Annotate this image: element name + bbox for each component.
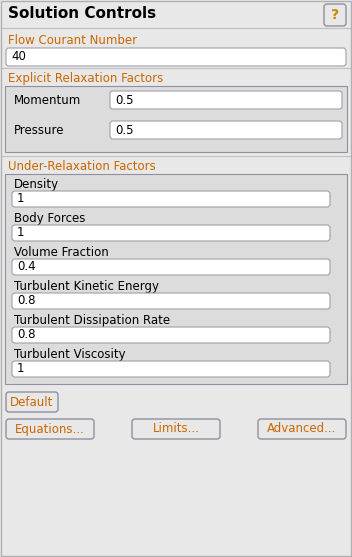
- FancyBboxPatch shape: [6, 419, 94, 439]
- Text: ?: ?: [331, 8, 339, 22]
- Text: Pressure: Pressure: [14, 124, 64, 136]
- Text: Explicit Relaxation Factors: Explicit Relaxation Factors: [8, 72, 163, 85]
- Text: Density: Density: [14, 178, 59, 191]
- FancyBboxPatch shape: [6, 48, 346, 66]
- Text: 0.4: 0.4: [17, 261, 36, 273]
- Text: Under-Relaxation Factors: Under-Relaxation Factors: [8, 160, 156, 173]
- Text: Advanced...: Advanced...: [267, 423, 337, 436]
- FancyBboxPatch shape: [12, 293, 330, 309]
- FancyBboxPatch shape: [12, 327, 330, 343]
- FancyBboxPatch shape: [12, 259, 330, 275]
- FancyBboxPatch shape: [110, 91, 342, 109]
- FancyBboxPatch shape: [6, 392, 58, 412]
- Text: Equations...: Equations...: [15, 423, 85, 436]
- Text: 0.8: 0.8: [17, 329, 36, 341]
- Text: 40: 40: [11, 51, 26, 63]
- FancyBboxPatch shape: [110, 121, 342, 139]
- Bar: [5, 174, 347, 384]
- Text: Body Forces: Body Forces: [14, 212, 86, 225]
- Text: 1: 1: [17, 227, 25, 240]
- Text: Solution Controls: Solution Controls: [8, 7, 156, 22]
- Text: Turbulent Viscosity: Turbulent Viscosity: [14, 348, 126, 361]
- Text: Volume Fraction: Volume Fraction: [14, 246, 109, 259]
- Text: Flow Courant Number: Flow Courant Number: [8, 34, 137, 47]
- Text: 0.8: 0.8: [17, 295, 36, 307]
- Text: Momentum: Momentum: [14, 94, 81, 106]
- FancyBboxPatch shape: [132, 419, 220, 439]
- FancyBboxPatch shape: [12, 361, 330, 377]
- FancyBboxPatch shape: [324, 4, 346, 26]
- FancyBboxPatch shape: [12, 225, 330, 241]
- Text: Turbulent Kinetic Energy: Turbulent Kinetic Energy: [14, 280, 159, 293]
- Bar: [5, 86, 347, 152]
- Text: 0.5: 0.5: [115, 94, 133, 106]
- Text: Limits...: Limits...: [152, 423, 200, 436]
- Text: 1: 1: [17, 193, 25, 206]
- FancyBboxPatch shape: [12, 191, 330, 207]
- Text: 0.5: 0.5: [115, 124, 133, 136]
- Text: 1: 1: [17, 363, 25, 375]
- Text: Default: Default: [10, 395, 54, 408]
- FancyBboxPatch shape: [258, 419, 346, 439]
- Text: Turbulent Dissipation Rate: Turbulent Dissipation Rate: [14, 314, 170, 327]
